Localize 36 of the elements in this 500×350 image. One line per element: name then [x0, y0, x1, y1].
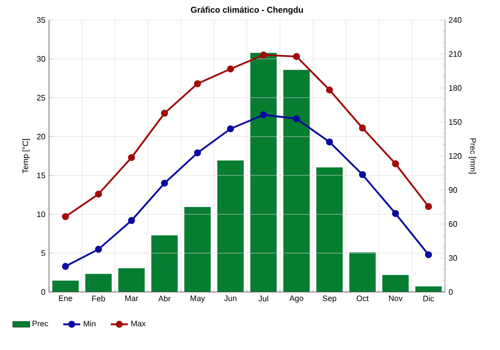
point	[161, 110, 168, 117]
bar	[349, 252, 376, 292]
bar	[118, 268, 145, 292]
point	[359, 124, 366, 132]
bar	[250, 52, 277, 292]
point	[359, 171, 366, 178]
point	[425, 203, 432, 210]
point	[260, 51, 267, 58]
bar	[151, 235, 178, 292]
point	[293, 53, 300, 60]
point	[62, 262, 69, 270]
point	[392, 160, 399, 168]
point	[326, 86, 333, 94]
point	[95, 246, 102, 253]
point	[425, 251, 432, 258]
point	[392, 210, 399, 217]
point	[161, 180, 168, 187]
point	[293, 115, 300, 122]
point	[194, 149, 201, 156]
bar	[85, 274, 112, 292]
bar	[316, 167, 343, 292]
point	[128, 217, 135, 224]
bar	[52, 280, 79, 292]
point	[194, 80, 201, 88]
point	[95, 190, 102, 198]
bar	[217, 160, 244, 292]
point	[326, 138, 333, 146]
chart-title: Gráfico climático - Chengdu	[190, 6, 303, 14]
point	[128, 154, 135, 162]
bar	[283, 70, 310, 292]
bar	[184, 207, 211, 292]
point	[260, 111, 267, 118]
point	[227, 65, 234, 72]
point	[227, 125, 234, 132]
point	[62, 213, 69, 220]
bar	[382, 275, 409, 292]
